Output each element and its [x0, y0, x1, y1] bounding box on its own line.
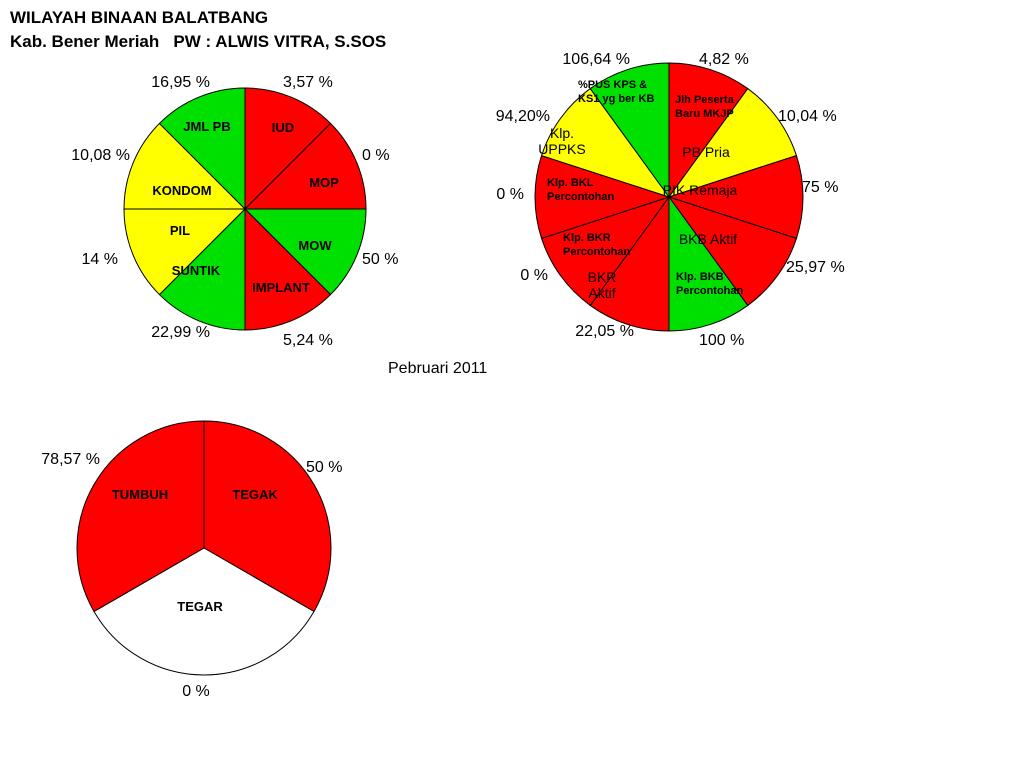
- percent-label-bkr-aktif: 22,05 %: [575, 323, 634, 340]
- slice-label-klp-uppks: Klp. UPPKS: [538, 125, 585, 157]
- slice-bkb-aktif: [667, 196, 798, 307]
- slice-bkr-aktif: [589, 195, 670, 332]
- slice-label-bkr-aktif: BKR Aktif: [588, 269, 617, 301]
- slice-label-tegak: TEGAK: [232, 487, 278, 502]
- slice-label-jml-pb: JML PB: [183, 119, 230, 134]
- slice-klp-bkb-percontohan: [668, 195, 749, 332]
- slice-pil: [123, 208, 247, 296]
- slice-label-suntik: SUNTIK: [172, 263, 221, 278]
- percent-label-klp-bkr-percontohan: 0 %: [520, 267, 548, 284]
- slice-label-klp-bkl-percontohan: Klp. BKL Percontohan: [547, 177, 615, 203]
- percent-label-klp-uppks: 94,20%: [496, 108, 550, 125]
- percent-label-pik-remaja: 75 %: [802, 179, 838, 196]
- slice-klp-bkl-percontohan: [534, 154, 671, 240]
- slice-label-pus-kps-ks1-yg-ber-kb: %PUS KPS & KS1 yg ber KB: [578, 79, 654, 105]
- percent-label-suntik: 22,99 %: [151, 324, 210, 341]
- slice-klp-bkr-percontohan: [540, 196, 671, 307]
- slice-label-pik-remaja: PIK Remaja: [663, 182, 738, 198]
- period-caption: Pebruari 2011: [388, 360, 488, 377]
- percent-label-jml-pb: 16,95 %: [151, 74, 210, 91]
- slice-iud: [244, 87, 332, 211]
- slice-label-jlh-peserta-baru-mkjp: Jlh Peserta Baru MKJP: [675, 94, 735, 120]
- percent-label-tegar: 0 %: [182, 683, 210, 700]
- slice-kondom: [123, 122, 247, 210]
- slice-label-implant: IMPLANT: [252, 280, 310, 295]
- slice-label-iud: IUD: [272, 120, 294, 135]
- slice-tegar: [93, 547, 315, 676]
- slice-label-klp-bkb-percontohan: Klp. BKB Percontohan: [676, 271, 744, 297]
- percent-label-pil: 14 %: [82, 251, 118, 268]
- slice-mow: [243, 208, 367, 296]
- percent-label-mow: 50 %: [362, 251, 398, 268]
- slice-tumbuh: [76, 420, 205, 613]
- pie-chart-programs: Jlh Peserta Baru MKJP 4,82 % PB Pria 10,04 %…: [496, 51, 845, 349]
- page-title: WILAYAH BINAAN BALATBANG: [10, 8, 269, 27]
- slice-label-klp-bkr-percontohan: Klp. BKR Percontohan: [563, 232, 631, 258]
- percent-label-mop: 0 %: [362, 147, 390, 164]
- slice-suntik: [158, 207, 246, 331]
- percent-label-klp-bkl-percontohan: 0 %: [496, 186, 524, 203]
- percent-label-klp-bkb-percontohan: 100 %: [699, 332, 744, 349]
- slice-mop: [243, 122, 367, 210]
- slice-klp-uppks: [540, 87, 671, 198]
- slice-pus-kps-ks1-yg-ber-kb: [589, 62, 670, 199]
- pie-chart-contraception: IUD 3,57 % MOP 0 % MOW 50 % IMPLANT 5,24 % SUNTI…: [71, 74, 398, 349]
- slice-label-pb-pria: PB Pria: [682, 144, 730, 160]
- slice-label-kondom: KONDOM: [152, 183, 211, 198]
- slice-jml-pb: [158, 87, 246, 211]
- slice-label-bkb-aktif: BKB Aktif: [679, 231, 737, 247]
- slice-label-pil: PIL: [170, 223, 190, 238]
- slice-label-tegar: TEGAR: [177, 599, 223, 614]
- slice-pb-pria: [667, 87, 798, 198]
- percent-label-tumbuh: 78,57 %: [41, 451, 100, 468]
- percent-label-jlh-peserta-baru-mkjp: 4,82 %: [699, 51, 749, 68]
- percent-label-pus-kps-ks1-yg-ber-kb: 106,64 %: [562, 51, 630, 68]
- pie-chart-status: TEGAK 50 % TEGAR 0 % TUMBUH 78,57 %: [41, 420, 342, 700]
- percent-label-iud: 3,57 %: [283, 74, 333, 91]
- percent-label-tegak: 50 %: [306, 459, 342, 476]
- percent-label-kondom: 10,08 %: [71, 147, 130, 164]
- slice-label-mow: MOW: [298, 238, 332, 253]
- slice-jlh-peserta-baru-mkjp: [668, 62, 749, 199]
- percent-label-bkb-aktif: 25,97 %: [786, 259, 845, 276]
- slice-label-tumbuh: TUMBUH: [112, 487, 168, 502]
- slice-tegak: [203, 420, 332, 613]
- percent-label-pb-pria: 10,04 %: [778, 108, 837, 125]
- slice-label-mop: MOP: [309, 175, 339, 190]
- percent-label-implant: 5,24 %: [283, 332, 333, 349]
- slice-pik-remaja: [667, 154, 804, 240]
- slice-implant: [244, 207, 332, 331]
- page-subtitle: Kab. Bener Meriah PW : ALWIS VITRA, S.SO…: [10, 32, 387, 51]
